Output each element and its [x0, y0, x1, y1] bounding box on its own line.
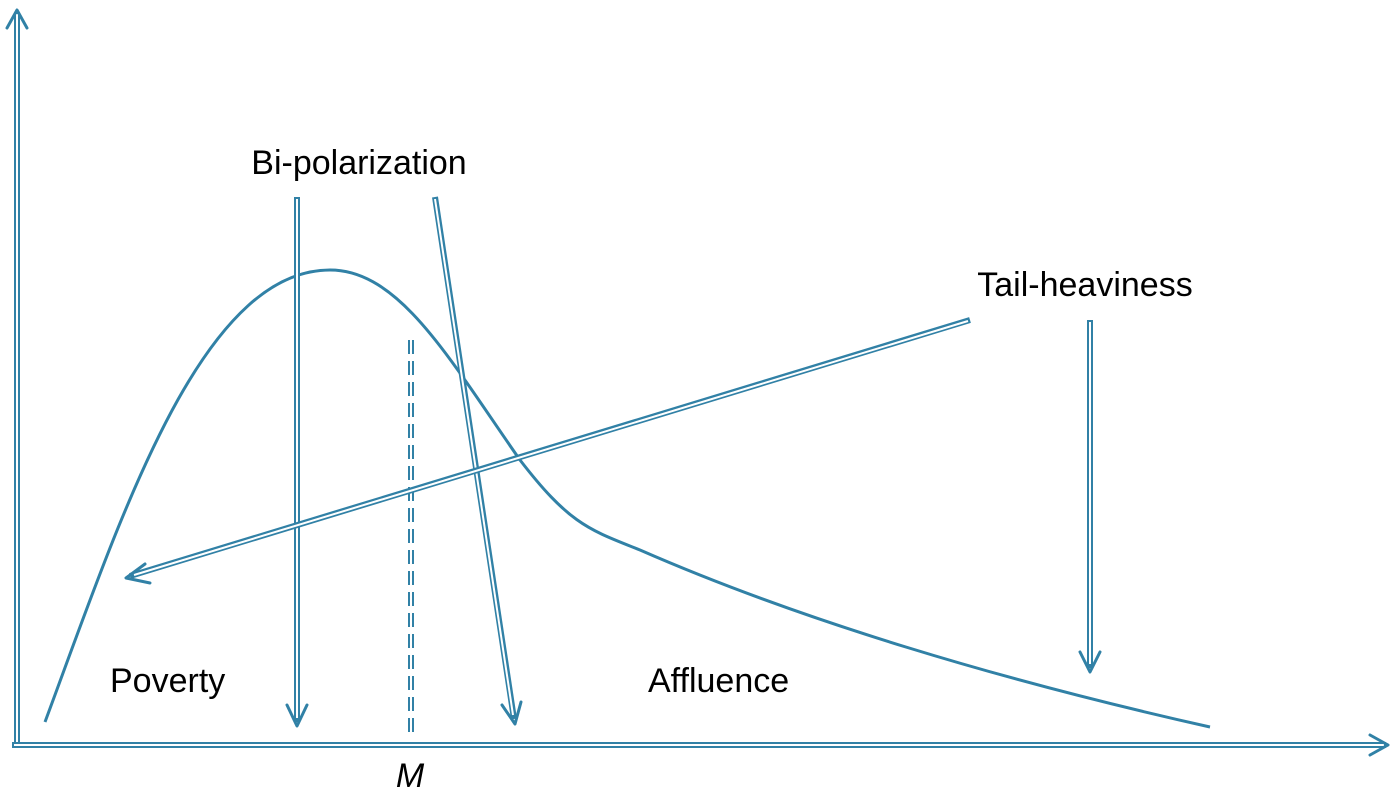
label-median: M: [396, 757, 425, 795]
axes: [5, 8, 1390, 757]
label-tail-heaviness: Tail-heaviness: [977, 266, 1192, 304]
y-axis-arrowhead: [5, 8, 29, 30]
label-bipolarization: Bi-polarization: [251, 144, 466, 182]
label-poverty: Poverty: [110, 662, 225, 700]
distribution-curve: [43, 268, 1211, 729]
arrow-tail-down: [1078, 320, 1102, 674]
label-affluence: Affluence: [648, 662, 789, 700]
arrow-bipolar-left: [285, 197, 309, 728]
x-axis-arrowhead: [1368, 733, 1390, 757]
arrow-bipolar-right: [432, 196, 523, 726]
arrow-tail: [124, 317, 971, 585]
